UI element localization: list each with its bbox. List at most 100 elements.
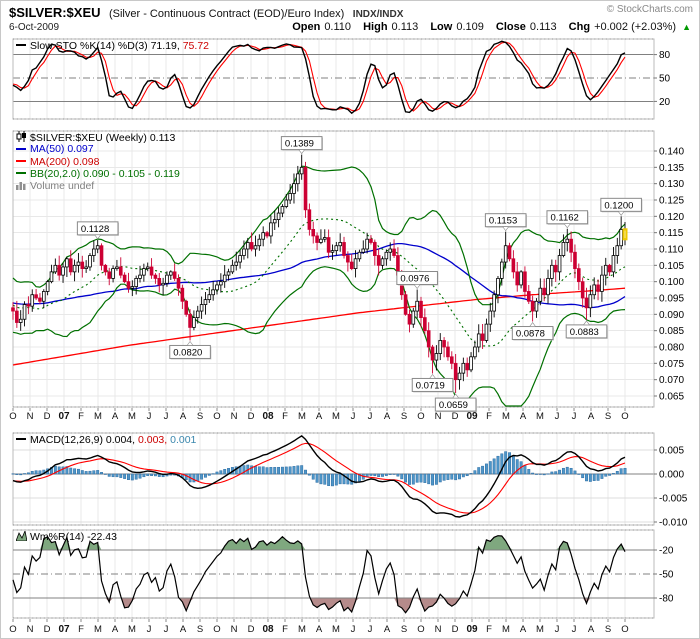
wmr-legend: Wm%R(14) -22.43 bbox=[15, 529, 117, 544]
svg-text:D: D bbox=[452, 624, 459, 635]
svg-text:O: O bbox=[621, 624, 628, 635]
sto-line-icon bbox=[16, 44, 26, 47]
volume-label: Volume undef bbox=[30, 180, 95, 193]
svg-text:A: A bbox=[520, 411, 527, 422]
sto-d-value: 75.72 bbox=[182, 40, 209, 52]
svg-text:A: A bbox=[316, 411, 323, 422]
svg-text:0.1389: 0.1389 bbox=[285, 139, 314, 150]
svg-text:M: M bbox=[332, 411, 340, 422]
exchange-label: INDX/INDX bbox=[352, 9, 404, 20]
svg-text:J: J bbox=[572, 411, 577, 422]
svg-text:08: 08 bbox=[262, 411, 274, 422]
svg-text:M: M bbox=[502, 411, 510, 422]
svg-text:A: A bbox=[384, 411, 391, 422]
macd-line-icon bbox=[16, 438, 26, 441]
svg-text:M: M bbox=[94, 411, 102, 422]
svg-text:0.1153: 0.1153 bbox=[489, 216, 517, 227]
svg-text:J: J bbox=[351, 624, 356, 635]
main-symbol-label: $SILVER:$XEU (Weekly) 0.113 bbox=[30, 132, 176, 144]
svg-text:D: D bbox=[452, 411, 459, 422]
svg-text:D: D bbox=[248, 411, 255, 422]
svg-text:M: M bbox=[502, 624, 510, 635]
open-label: Open bbox=[292, 21, 321, 33]
bb-legend-row: BB(20,2.0) 0.090 - 0.105 - 0.119 bbox=[16, 168, 180, 180]
slow-stochastic bbox=[12, 40, 626, 115]
ma50-line-icon bbox=[16, 147, 26, 150]
sto-legend-name: Slow STO %K(14) %D(3) bbox=[30, 40, 148, 52]
bollinger-bands bbox=[12, 165, 626, 407]
svg-text:F: F bbox=[282, 624, 288, 635]
macd-histogram bbox=[11, 451, 627, 487]
close-value: 0.113 bbox=[529, 21, 557, 33]
svg-text:0.110: 0.110 bbox=[659, 245, 684, 256]
svg-text:J: J bbox=[147, 624, 152, 635]
svg-text:O: O bbox=[621, 411, 628, 422]
svg-text:0.0976: 0.0976 bbox=[400, 274, 429, 285]
svg-text:F: F bbox=[486, 624, 492, 635]
y-axis-labels: 80 50 20 0.065 0.070 0.075 0.080 0.085 0.090 0.09… bbox=[654, 50, 688, 605]
svg-text:0.1128: 0.1128 bbox=[81, 224, 109, 235]
svg-text:J: J bbox=[555, 411, 560, 422]
svg-text:F: F bbox=[78, 624, 84, 635]
macd-signal-value: 0.003, bbox=[138, 434, 168, 446]
svg-text:D: D bbox=[44, 411, 51, 422]
svg-text:M: M bbox=[128, 411, 136, 422]
change-value: +0.002 (+2.03%) bbox=[594, 21, 677, 33]
svg-text:07: 07 bbox=[58, 411, 70, 422]
change-label: Chg bbox=[568, 21, 591, 33]
copyright: © StockCharts.com bbox=[606, 4, 693, 15]
svg-text:0.085: 0.085 bbox=[659, 326, 684, 337]
up-arrow-icon: ▲ bbox=[682, 22, 691, 32]
svg-text:0.135: 0.135 bbox=[659, 163, 684, 174]
svg-text:J: J bbox=[368, 624, 373, 635]
svg-text:S: S bbox=[401, 411, 407, 422]
svg-text:O: O bbox=[9, 411, 16, 422]
svg-text:J: J bbox=[555, 624, 560, 635]
svg-text:80: 80 bbox=[659, 50, 671, 61]
x-axis-labels: O N D 07 F M A M J J A S O N D 08 F M A M J J A S O N D 09 F M A M J J A S O… bbox=[9, 408, 629, 635]
svg-text:N: N bbox=[27, 624, 34, 635]
svg-text:07: 07 bbox=[58, 624, 70, 635]
svg-text:N: N bbox=[435, 411, 442, 422]
svg-text:0.070: 0.070 bbox=[659, 375, 684, 386]
svg-text:0.0659: 0.0659 bbox=[439, 400, 468, 411]
wmr-label: Wm%R(14) -22.43 bbox=[30, 531, 117, 543]
ma50-legend-row: MA(50) 0.097 bbox=[16, 143, 180, 155]
svg-text:0.105: 0.105 bbox=[659, 261, 684, 272]
svg-text:-0.010: -0.010 bbox=[659, 518, 688, 529]
svg-text:N: N bbox=[231, 624, 238, 635]
high-label: High bbox=[363, 21, 388, 33]
svg-text:S: S bbox=[605, 411, 611, 422]
svg-text:M: M bbox=[332, 624, 340, 635]
svg-text:-50: -50 bbox=[659, 570, 674, 581]
ohlc-quote: Open 0.110 High 0.113 Low 0.109 Close 0.113 … bbox=[283, 21, 691, 33]
main-legend-symbol-row: $SILVER:$XEU (Weekly) 0.113 bbox=[16, 131, 180, 144]
quote-date: 6-Oct-2009 bbox=[9, 22, 60, 33]
svg-text:A: A bbox=[384, 624, 391, 635]
svg-text:M: M bbox=[94, 624, 102, 635]
svg-text:N: N bbox=[27, 411, 34, 422]
svg-text:-80: -80 bbox=[659, 594, 674, 605]
svg-text:A: A bbox=[588, 624, 595, 635]
svg-text:0.080: 0.080 bbox=[659, 343, 684, 354]
bb-line-icon bbox=[16, 172, 26, 175]
macd-value: 0.004, bbox=[105, 434, 136, 446]
main-legend: $SILVER:$XEU (Weekly) 0.113 MA(50) 0.097… bbox=[16, 131, 180, 192]
wmr-area-icon bbox=[15, 529, 28, 544]
svg-text:0.0878: 0.0878 bbox=[516, 329, 545, 340]
svg-text:A: A bbox=[112, 624, 119, 635]
ma200-legend-row: MA(200) 0.098 bbox=[16, 156, 180, 168]
svg-text:0.130: 0.130 bbox=[659, 179, 684, 190]
symbol-description: (Silver - Continuous Contract (EOD)/Euro… bbox=[108, 8, 345, 20]
svg-text:09: 09 bbox=[466, 411, 478, 422]
sto-k-value: 71.19, bbox=[150, 40, 180, 52]
svg-text:J: J bbox=[368, 411, 373, 422]
svg-text:J: J bbox=[147, 411, 152, 422]
svg-text:N: N bbox=[231, 411, 238, 422]
ma200-line-icon bbox=[16, 159, 26, 162]
svg-text:0.0883: 0.0883 bbox=[570, 327, 599, 338]
panel-borders bbox=[12, 38, 655, 619]
volume-legend-row: Volume undef bbox=[16, 180, 180, 192]
